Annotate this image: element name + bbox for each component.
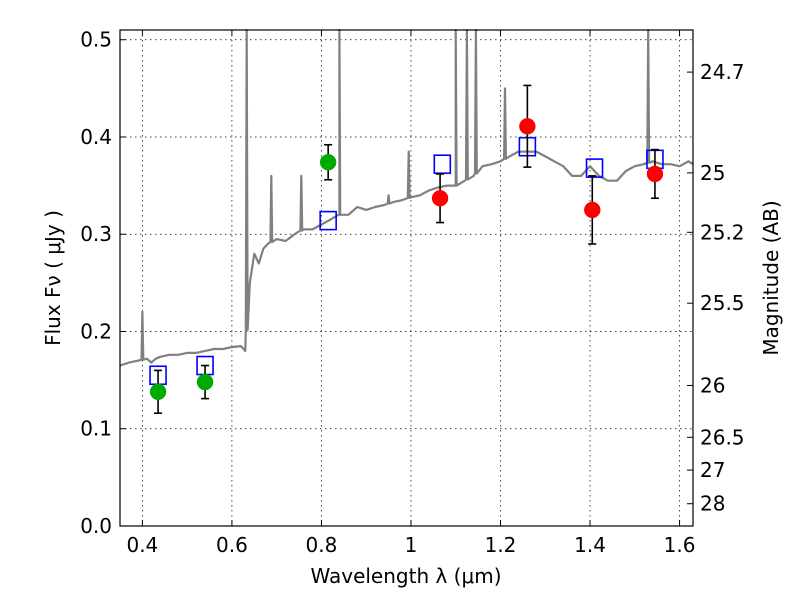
data-point <box>584 201 601 219</box>
x-tick-label: 1.4 <box>574 533 606 557</box>
y-tick-label: 0.3 <box>80 222 112 246</box>
y-tick-label: 0.0 <box>80 514 112 538</box>
data-point <box>431 190 449 207</box>
x-axis-label: Wavelength λ (μm) <box>310 564 501 588</box>
plot-frame <box>119 29 694 527</box>
y-tick-label: 0.1 <box>80 417 112 441</box>
y2-tick-label: 27 <box>700 458 725 482</box>
data-point <box>319 154 337 171</box>
grid <box>120 30 693 526</box>
y-tick-label: 0.4 <box>80 125 112 149</box>
y-tick-label: 0.5 <box>80 28 112 52</box>
data-point <box>149 383 167 401</box>
spectrum-line <box>119 28 694 367</box>
data-layer <box>119 28 694 414</box>
x-tick-label: 1.6 <box>664 533 696 557</box>
y2-tick-label: 24.7 <box>700 60 745 84</box>
y2-tick-label: 25 <box>700 161 725 185</box>
x-tick-label: 0.8 <box>306 533 338 557</box>
axes: 0.4 0.6 0.8 1 1.2 1.4 1.6 0.0 0.1 0.2 0.3 0.4 0.5 24.… <box>80 28 744 557</box>
y-tick-label: 0.2 <box>80 319 112 343</box>
y2-tick-label: 25.5 <box>700 291 745 315</box>
y2-tick-label: 28 <box>700 492 725 516</box>
right-axis-label: Magnitude (AB) <box>759 200 783 355</box>
x-tick-label: 1 <box>405 533 418 557</box>
data-point <box>646 165 664 183</box>
x-tick-label: 0.6 <box>216 533 248 557</box>
y-axis-label: Flux Fν ( μJy ) <box>41 210 65 346</box>
y2-tick-label: 26 <box>700 373 725 397</box>
model-square <box>319 210 337 231</box>
data-point <box>196 373 214 391</box>
model-square <box>585 158 604 178</box>
y2-tick-label: 25.2 <box>700 220 745 244</box>
x-tick-label: 0.4 <box>126 533 158 557</box>
y2-tick-label: 26.5 <box>700 425 745 449</box>
x-tick-label: 1.2 <box>485 533 517 557</box>
data-point <box>519 118 536 135</box>
